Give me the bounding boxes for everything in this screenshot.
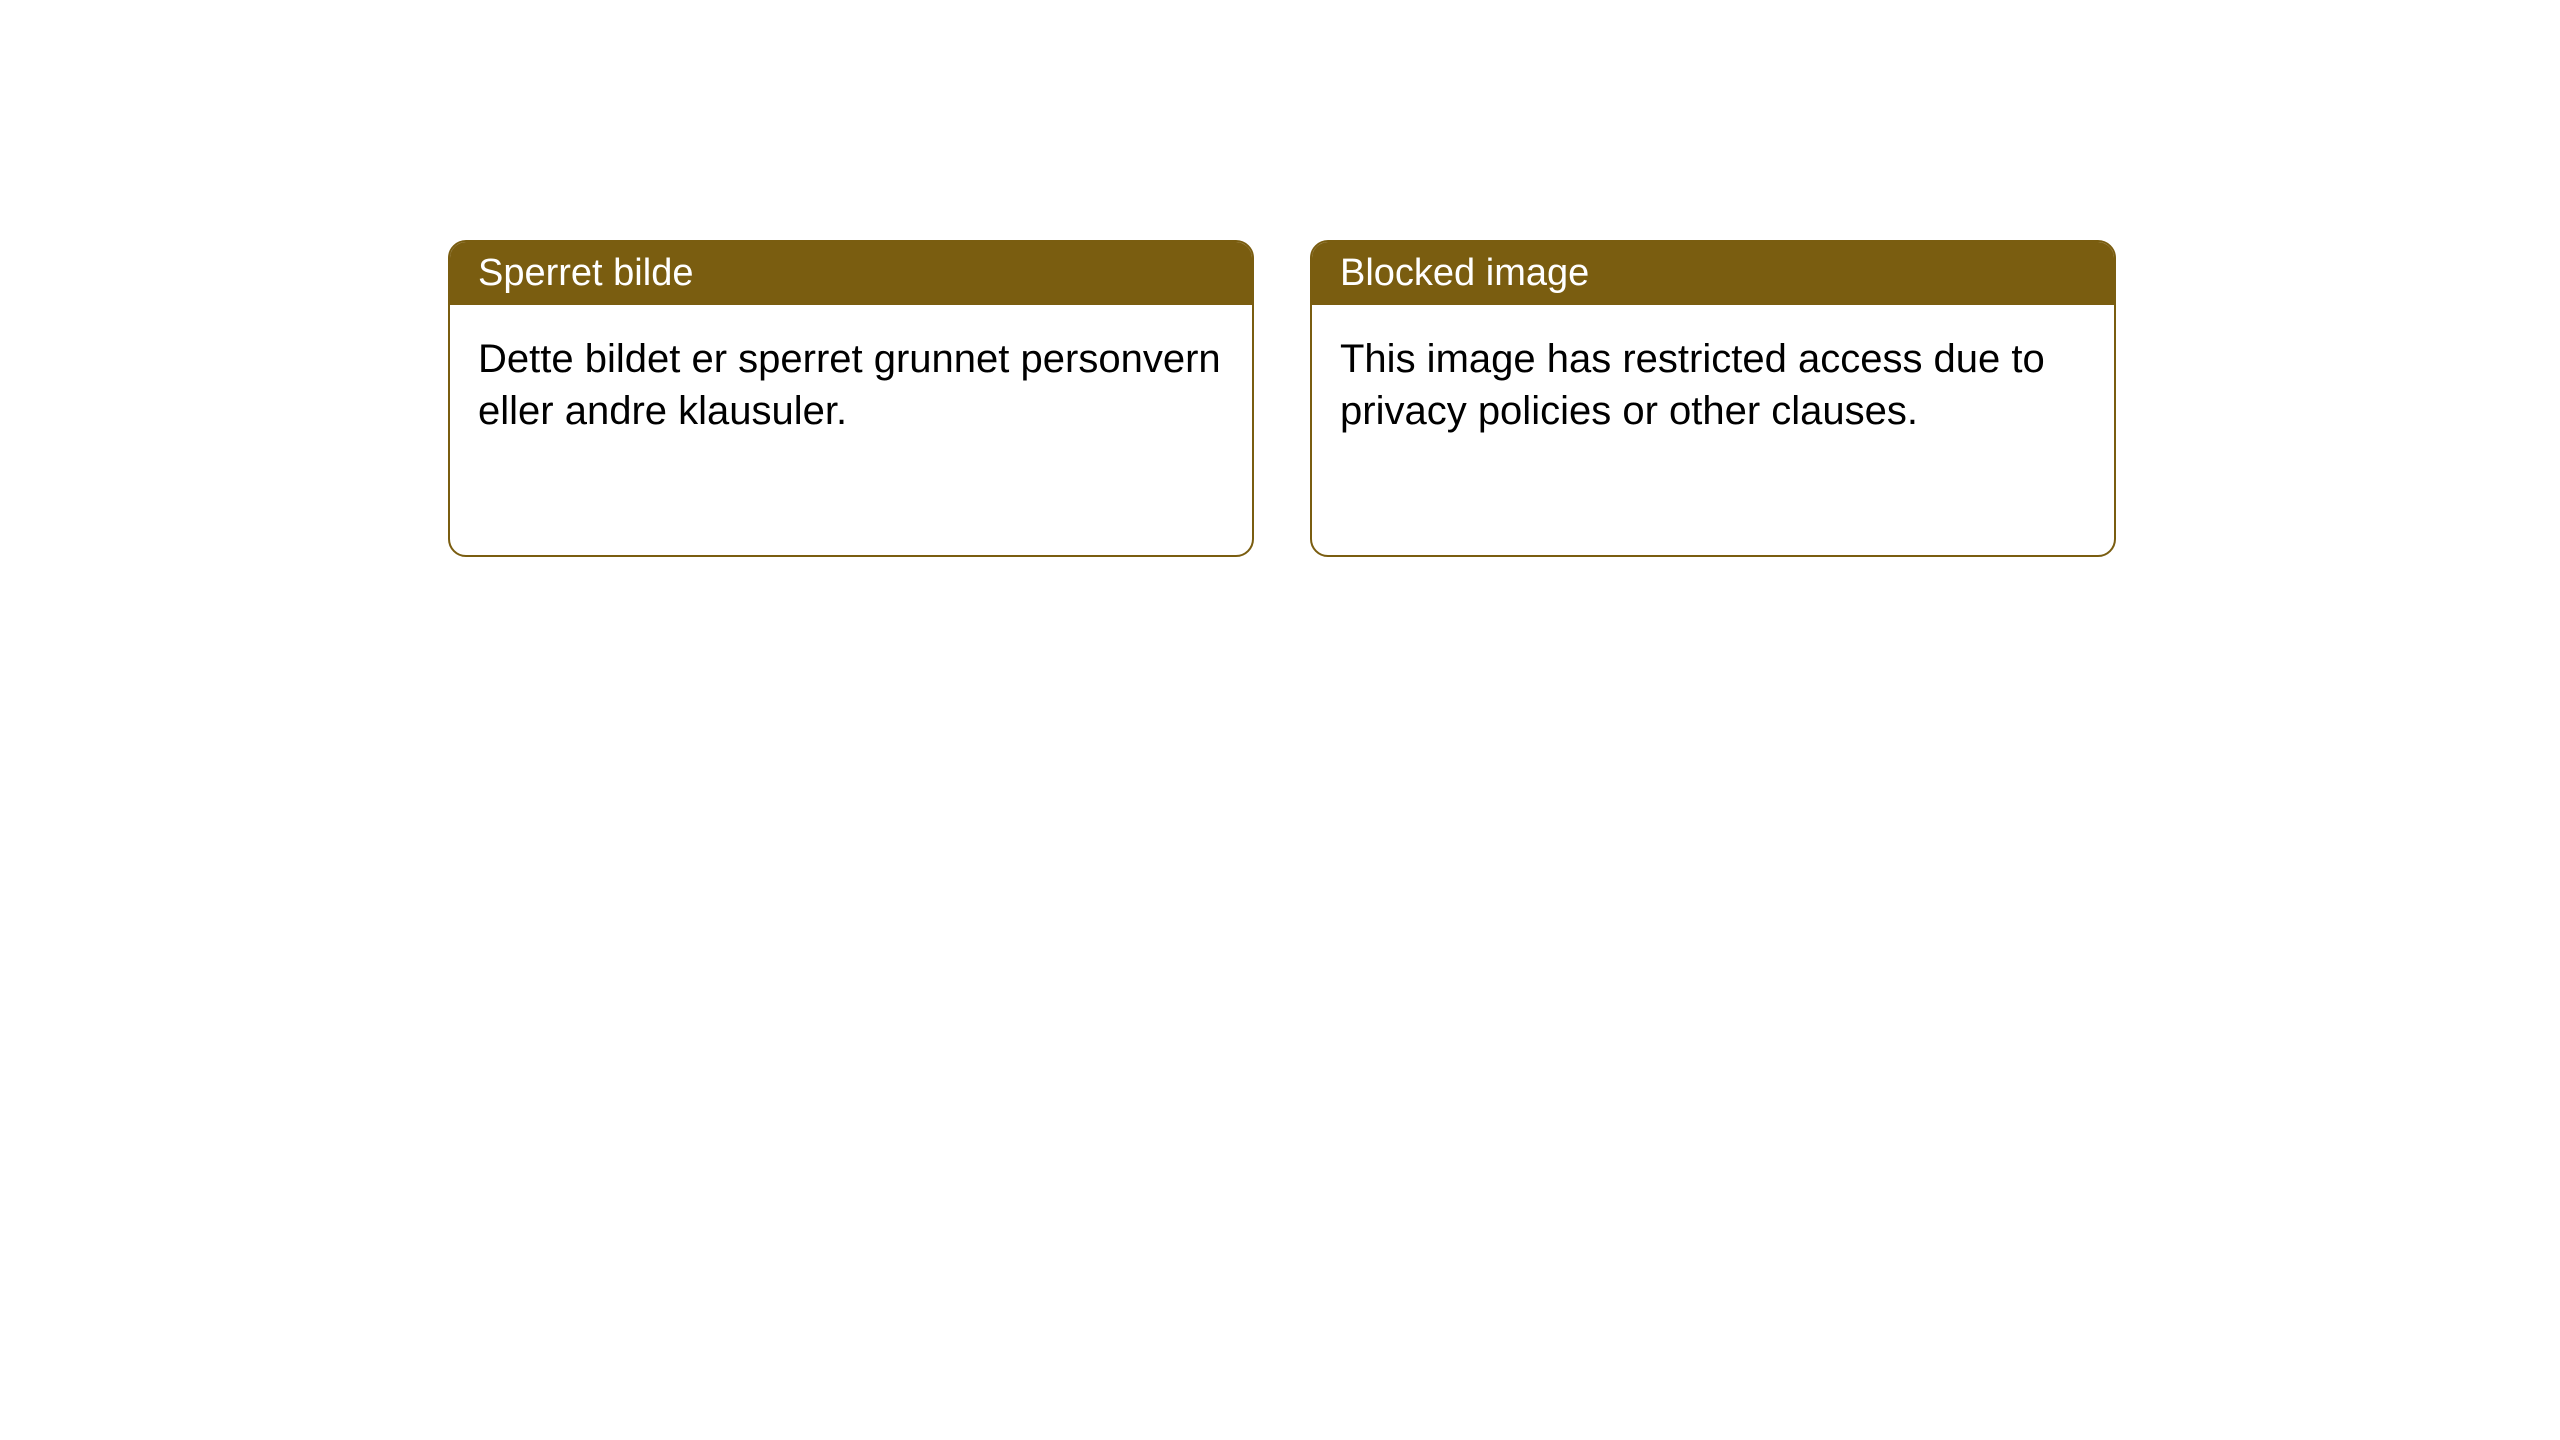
card-body-english: This image has restricted access due to …	[1312, 305, 2114, 555]
notice-card-norwegian: Sperret bilde Dette bildet er sperret gr…	[448, 240, 1254, 557]
notice-card-english: Blocked image This image has restricted …	[1310, 240, 2116, 557]
card-body-norwegian: Dette bildet er sperret grunnet personve…	[450, 305, 1252, 555]
card-header-english: Blocked image	[1312, 242, 2114, 305]
notice-container: Sperret bilde Dette bildet er sperret gr…	[448, 240, 2116, 557]
card-header-norwegian: Sperret bilde	[450, 242, 1252, 305]
